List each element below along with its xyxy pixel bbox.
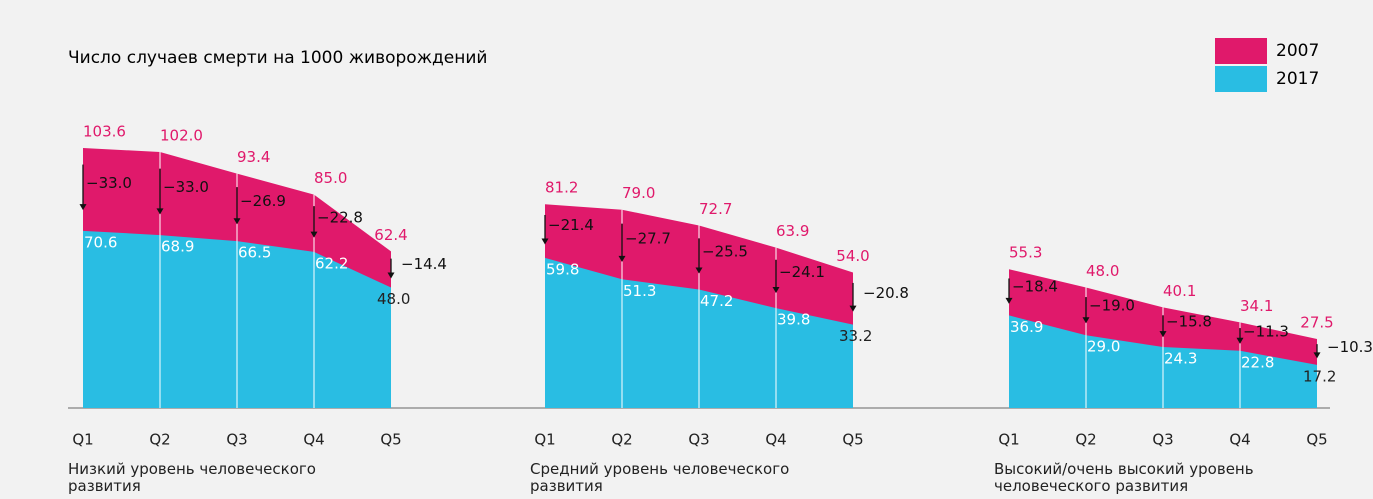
change-arrowhead <box>541 238 549 245</box>
value-label-2007: 103.6 <box>83 123 126 141</box>
x-tick-label: Q2 <box>1075 431 1096 449</box>
value-label-2017: 66.5 <box>238 244 271 262</box>
value-label-2017: 24.3 <box>1164 350 1197 368</box>
value-label-2017: 39.8 <box>777 311 810 329</box>
value-label-2007: 62.4 <box>374 226 407 244</box>
value-label-2007: 40.1 <box>1163 282 1196 300</box>
x-tick-label: Q2 <box>149 431 170 449</box>
x-tick-label: Q4 <box>303 431 324 449</box>
change-label: −19.0 <box>1089 297 1135 315</box>
legend-label: 2007 <box>1276 41 1319 61</box>
value-label-2007: 81.2 <box>545 179 578 197</box>
x-tick-label: Q4 <box>765 431 786 449</box>
change-arrowhead <box>1159 331 1167 338</box>
change-label: −24.1 <box>779 263 825 281</box>
x-tick-label: Q3 <box>688 431 709 449</box>
value-label-2017: 48.0 <box>377 290 410 308</box>
x-tick-label: Q3 <box>1152 431 1173 449</box>
value-label-2007: 27.5 <box>1300 313 1333 331</box>
value-label-2007: 34.1 <box>1240 297 1273 315</box>
change-label: −26.9 <box>240 192 286 210</box>
change-label: −27.7 <box>625 229 671 247</box>
value-label-2017: 70.6 <box>84 233 117 251</box>
change-arrowhead <box>233 218 241 225</box>
change-label: −10.3 <box>1327 338 1373 356</box>
group-label: Средний уровень человеческого развития <box>530 460 790 495</box>
change-label: −22.8 <box>317 208 363 226</box>
value-label-2017: 59.8 <box>546 260 579 278</box>
x-tick-label: Q5 <box>380 431 401 449</box>
change-label: −14.4 <box>401 255 447 273</box>
x-tick-label: Q1 <box>72 431 93 449</box>
value-label-2017: 51.3 <box>623 282 656 300</box>
change-arrowhead <box>310 231 318 238</box>
value-label-2007: 72.7 <box>699 200 732 218</box>
x-tick-label: Q4 <box>1229 431 1250 449</box>
change-arrowhead <box>618 255 626 262</box>
value-label-2017: 62.2 <box>315 254 348 272</box>
change-label: −33.0 <box>163 178 209 196</box>
legend-swatch <box>1215 66 1267 92</box>
change-arrowhead <box>772 286 780 293</box>
value-label-2007: 85.0 <box>314 169 347 187</box>
change-arrowhead <box>1236 337 1244 344</box>
change-label: −11.3 <box>1243 322 1289 340</box>
change-arrowhead <box>1313 352 1321 359</box>
change-arrowhead <box>387 272 395 279</box>
x-tick-label: Q1 <box>534 431 555 449</box>
change-arrowhead <box>1005 297 1013 304</box>
value-label-2017: 17.2 <box>1303 367 1336 385</box>
value-label-2017: 36.9 <box>1010 318 1043 336</box>
change-label: −15.8 <box>1166 313 1212 331</box>
change-arrowhead <box>849 305 857 312</box>
legend-label: 2017 <box>1276 69 1319 89</box>
value-label-2017: 22.8 <box>1241 353 1274 371</box>
x-tick-label: Q2 <box>611 431 632 449</box>
value-label-2007: 48.0 <box>1086 262 1119 280</box>
legend-swatch <box>1215 38 1267 64</box>
value-label-2007: 93.4 <box>237 148 270 166</box>
x-tick-label: Q5 <box>1306 431 1327 449</box>
change-label: −21.4 <box>548 216 594 234</box>
change-arrowhead <box>79 204 87 211</box>
value-label-2007: 79.0 <box>622 184 655 202</box>
change-label: −20.8 <box>863 284 909 302</box>
change-label: −18.4 <box>1012 278 1058 296</box>
x-tick-label: Q3 <box>226 431 247 449</box>
value-label-2017: 68.9 <box>161 238 194 256</box>
x-tick-label: Q5 <box>842 431 863 449</box>
chart-title: Число случаев смерти на 1000 живорождени… <box>68 48 487 68</box>
change-arrowhead <box>695 267 703 274</box>
value-label-2007: 63.9 <box>776 222 809 240</box>
x-tick-label: Q1 <box>998 431 1019 449</box>
change-label: −25.5 <box>702 242 748 260</box>
value-label-2017: 29.0 <box>1087 338 1120 356</box>
value-label-2007: 54.0 <box>836 247 869 265</box>
group-label: Высокий/очень высокий уровень человеческ… <box>994 460 1254 495</box>
change-label: −33.0 <box>86 174 132 192</box>
change-arrowhead <box>156 208 164 215</box>
value-label-2017: 33.2 <box>839 327 872 345</box>
value-label-2017: 47.2 <box>700 292 733 310</box>
change-arrowhead <box>1082 317 1090 324</box>
value-label-2007: 102.0 <box>160 127 203 145</box>
value-label-2007: 55.3 <box>1009 244 1042 262</box>
group-label: Низкий уровень человеческого развития <box>68 460 316 495</box>
